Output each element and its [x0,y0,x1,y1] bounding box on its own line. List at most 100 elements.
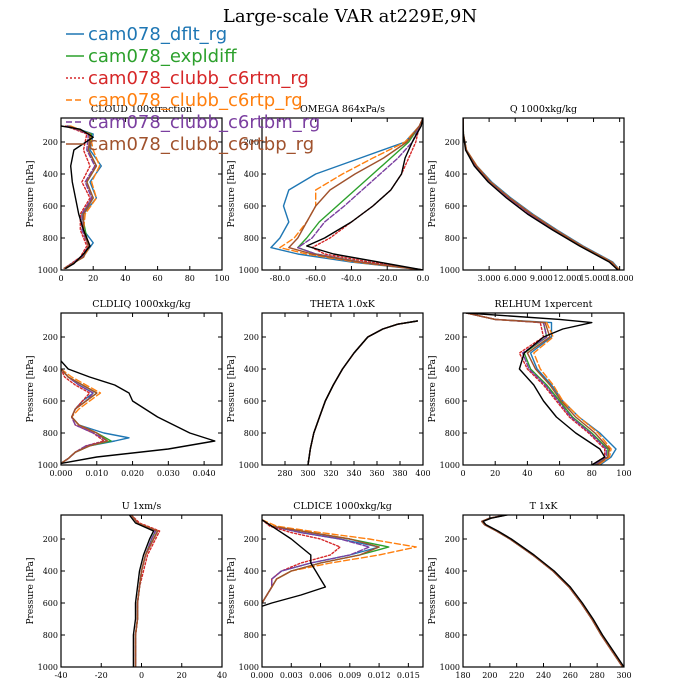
x-tick-label: 20 [490,469,500,478]
y-tick-label: 200 [445,535,460,544]
x-tick-label: 20 [177,671,187,680]
y-tick-label: 600 [445,202,460,211]
x-tick-label: 0.003 [280,671,303,680]
x-tick-label: 40 [217,671,227,680]
series-line-cam078_expldiff [463,118,620,270]
x-tick-label: 12.000 [553,274,581,283]
y-tick-label: 400 [445,365,460,374]
y-tick-label: 600 [244,202,259,211]
y-tick-label: 400 [244,567,259,576]
x-tick-label: 0.000 [50,469,73,478]
x-tick-label: 280 [590,671,605,680]
legend-item-cam078_clubb_c6rtp_rg: cam078_clubb_c6rtp_rg [66,90,303,111]
x-tick-label: 0.012 [368,671,391,680]
x-tick-label: -60.0 [305,274,326,283]
x-tick-label: 200 [482,671,497,680]
plot-frame [261,117,424,271]
series-line-cam078_clubb_c6rtbm_rg [481,515,624,667]
y-tick-label: 200 [43,138,58,147]
x-tick-label: 320 [323,469,338,478]
x-tick-label: 360 [369,469,384,478]
legend-item-cam078_clubb_c6rtbp_rg: cam078_clubb_c6rtbp_rg [66,134,314,155]
y-tick-label: 1000 [38,663,58,672]
y-tick-label: 800 [445,429,460,438]
panel-8: CLDICE 1000xkg/kg Pressure [hPa] 200 400 600… [227,501,424,680]
panel-title: CLDLIQ 1000xkg/kg [92,299,190,310]
y-axis-label: Pressure [hPa] [428,355,438,422]
y-tick-label: 200 [244,333,259,342]
plot-frame [261,514,424,668]
y-axis-label: Pressure [hPa] [428,160,438,227]
x-tick-label: 280 [277,469,292,478]
y-tick-label: 200 [445,333,460,342]
series-group [61,125,102,270]
figure-title: Large-scale VAR at229E,9N [223,6,477,27]
y-tick-label: 600 [43,202,58,211]
y-tick-label: 600 [43,599,58,608]
series-group [262,519,417,607]
x-tick-label: 300 [616,671,631,680]
plot-frame [261,312,424,466]
x-tick-label: 80 [185,274,195,283]
x-tick-label: 0.010 [85,469,108,478]
panel-3: Q 1000xkg/kg Pressure [hPa] 200 400 600 800 10… [428,104,634,283]
panels-group: CLOUD 100xfraction Pressure [hPa] 200 400 60… [26,104,634,680]
series-line-cam078_clubb_c6rtp_rg [61,368,109,465]
x-tick-label: 0.000 [251,671,274,680]
panel-title: CLDICE 1000xkg/kg [293,501,392,512]
series-line-cam078_clubb_c6rtm_rg [463,118,619,270]
series-line-cam078_clubb_c6rtbp_rg [481,515,624,667]
y-tick-label: 1000 [239,663,259,672]
y-tick-label: 600 [244,397,259,406]
x-tick-label: 20 [88,274,98,283]
series-line-cam078_expldiff [61,368,112,465]
y-tick-label: 400 [43,365,58,374]
y-tick-label: 400 [244,365,259,374]
x-tick-label: 100 [214,274,229,283]
y-axis-label: Pressure [hPa] [26,355,36,422]
x-tick-label: 380 [392,469,407,478]
legend-item-cam078_dflt_rg: cam078_dflt_rg [66,24,227,45]
series-group [270,118,423,270]
series-group [307,320,418,465]
series-line-cam078_dflt_rg [481,515,624,667]
series-line-cam078_clubb_c6rtm_rg [481,515,624,667]
series-line-obs [306,118,423,270]
y-axis-label: Pressure [hPa] [227,355,237,422]
y-tick-label: 400 [445,567,460,576]
panel-title: T 1xK [530,501,559,512]
series-line-obs [465,313,606,465]
y-tick-label: 800 [244,429,259,438]
series-line-cam078_clubb_c6rtp_rg [465,313,612,465]
x-tick-label: 0.040 [193,469,216,478]
legend-label: cam078_expldiff [88,46,237,67]
y-tick-label: 1000 [440,461,460,470]
series-group [481,515,624,667]
plot-frame [60,514,223,668]
x-tick-label: 240 [536,671,551,680]
x-tick-label: 6.000 [504,274,527,283]
y-tick-label: 800 [244,631,259,640]
panel-title: U 1xm/s [122,501,162,512]
y-tick-label: 600 [244,599,259,608]
x-tick-label: 0.015 [397,671,420,680]
panel-title: RELHUM 1xpercent [495,299,593,310]
series-line-cam078_expldiff [481,515,624,667]
y-tick-label: 200 [445,138,460,147]
y-tick-label: 600 [445,397,460,406]
series-line-cam078_dflt_rg [465,313,617,465]
y-axis-label: Pressure [hPa] [26,557,36,624]
x-tick-label: 0.0 [417,274,430,283]
series-line-obs [482,515,624,667]
series-line-cam078_clubb_c6rtm_rg [465,313,606,465]
panel-title: CLOUD 100xfraction [91,104,192,115]
series-group [61,360,216,465]
series-line-cam078_clubb_c6rtp_rg [481,515,624,667]
x-tick-label: -40.0 [341,274,362,283]
plot-frame [462,514,625,668]
